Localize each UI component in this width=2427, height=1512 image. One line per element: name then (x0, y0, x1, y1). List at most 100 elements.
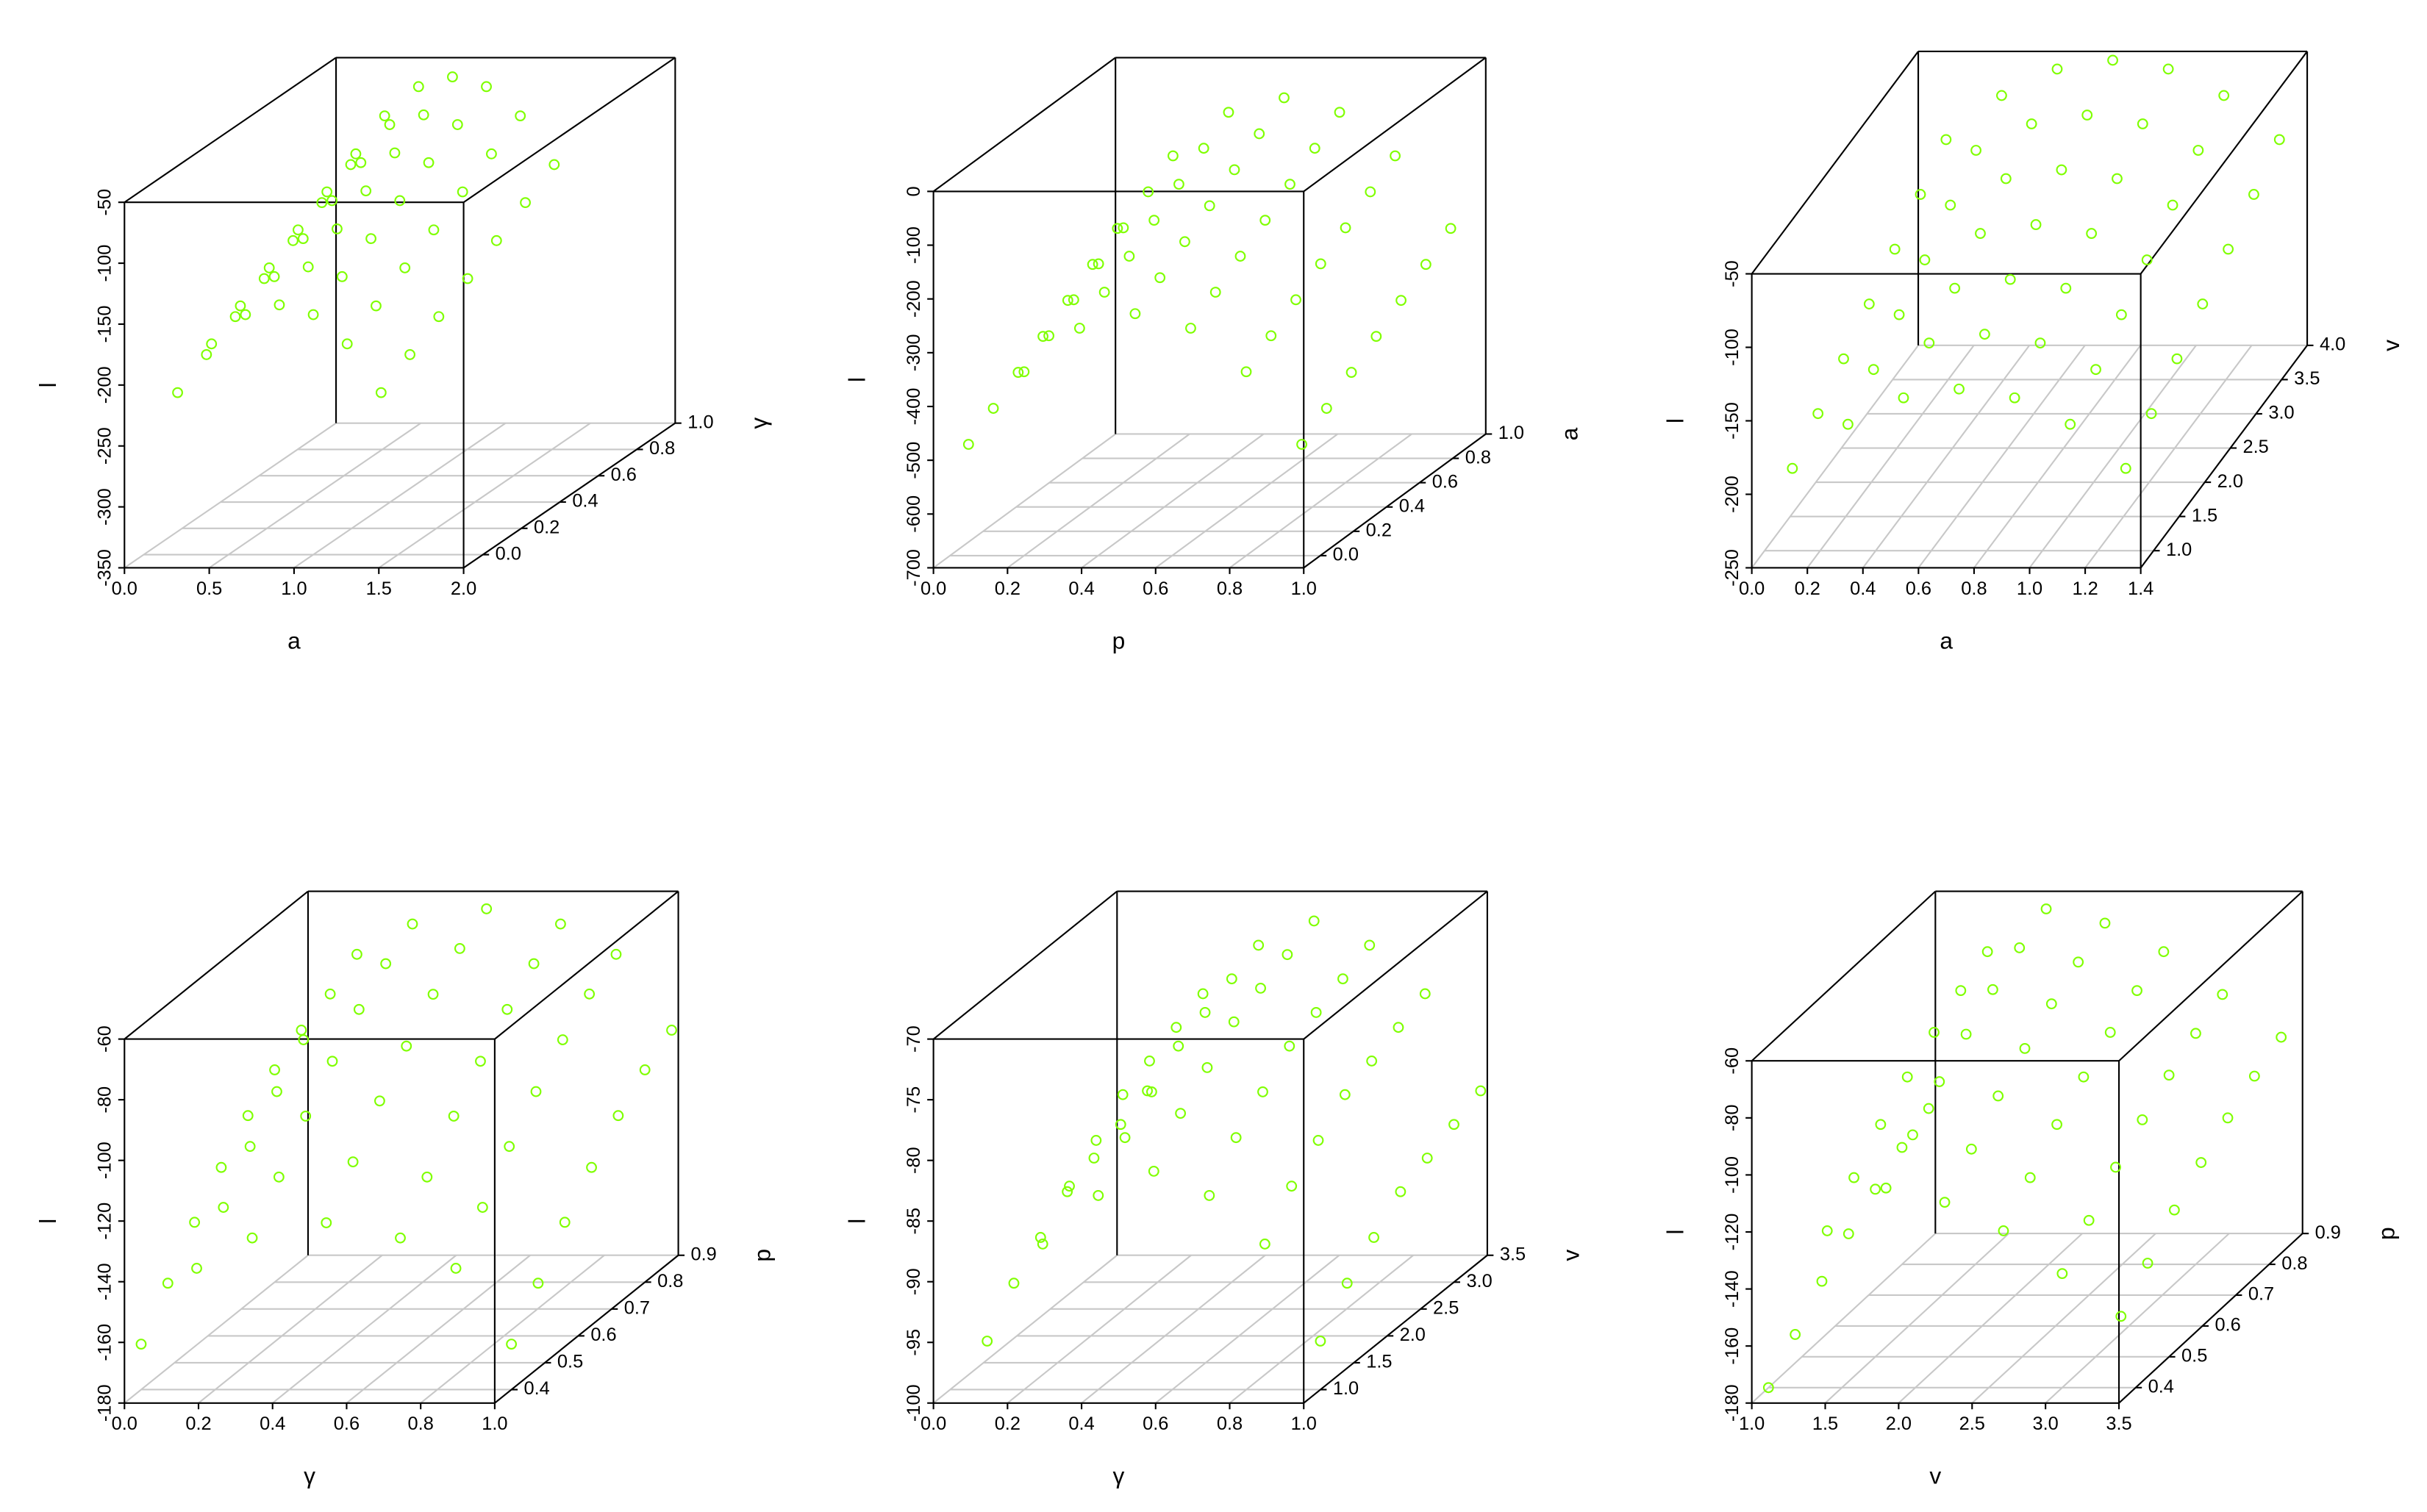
point (1062, 1186, 1073, 1197)
point (1234, 251, 1246, 262)
point (1870, 1183, 1881, 1195)
y-tick-label: 2.0 (1400, 1325, 1426, 1345)
x-tick-label: 0.8 (408, 1414, 434, 1434)
point (2060, 282, 2072, 294)
y-tick-label: 0.5 (2181, 1346, 2207, 1366)
point (1979, 329, 1990, 340)
point (2168, 1204, 2180, 1216)
z-tick-label: -100 (1722, 1156, 1742, 1194)
point (229, 311, 241, 323)
point (1144, 1056, 1155, 1067)
x-tick-label: 1.0 (1291, 578, 1317, 599)
point (336, 270, 348, 282)
point (412, 81, 424, 93)
point (2107, 54, 2118, 66)
y-tick-label: 3.0 (1466, 1271, 1492, 1291)
x-tick-label: 0.2 (185, 1414, 211, 1434)
box-edge (1303, 1254, 1488, 1404)
point (1257, 1086, 1268, 1097)
point (1419, 988, 1431, 1000)
point (1090, 1135, 1102, 1146)
point (1123, 251, 1135, 262)
x-tick-label: 0.6 (334, 1414, 360, 1434)
point (450, 1263, 462, 1274)
point (481, 903, 493, 914)
z-tick-label: -100 (904, 1384, 924, 1422)
y-axis-label: γ (746, 418, 772, 429)
point (1286, 1180, 1298, 1192)
z-tick-label: -85 (904, 1208, 924, 1235)
point (427, 989, 439, 1000)
point (1223, 107, 1234, 118)
x-tick-label: 1.0 (281, 578, 307, 599)
point (2223, 243, 2234, 255)
point (240, 309, 251, 320)
y-tick-label: 1.0 (1333, 1378, 1359, 1399)
point (1088, 1153, 1100, 1164)
floor-grid-line (272, 1254, 457, 1404)
z-tick-label: -60 (1722, 1047, 1742, 1075)
z-axis-label: l (1662, 418, 1688, 423)
y-tick-label: 2.5 (2242, 437, 2268, 457)
point (273, 1171, 285, 1183)
point (639, 1064, 651, 1075)
box-edge (1303, 57, 1487, 193)
y-tick-label: 0.7 (2248, 1284, 2274, 1305)
point (2195, 1157, 2207, 1168)
point (300, 1111, 312, 1122)
point (1848, 1172, 1859, 1183)
plot-panel: 0.0 0.2 0.4 0.6 0.8 1.0 -180 -160 -140 -120 -100 -8… (35, 890, 775, 1489)
point (1960, 1028, 1972, 1040)
floor-grid-line (1751, 1233, 1937, 1404)
point (490, 234, 502, 246)
point (351, 948, 362, 960)
point (1812, 408, 1824, 420)
point (1198, 143, 1209, 154)
y-tick-label: 0.6 (611, 465, 637, 485)
point (1310, 1007, 1322, 1018)
x-tick-label: 3.5 (2106, 1414, 2131, 1434)
point (2110, 1161, 2121, 1173)
point (1901, 1071, 1913, 1083)
point (1229, 164, 1240, 176)
y-tick-label: 0.4 (2148, 1377, 2174, 1397)
point (1945, 199, 1956, 211)
point (1228, 1016, 1240, 1028)
floor-grid-line (1081, 433, 1265, 569)
y-axis-label: a (1556, 427, 1583, 440)
x-tick-label: 0.0 (1739, 578, 1765, 599)
point (1842, 1228, 1854, 1239)
point (1898, 392, 1909, 404)
z-tick-label: -100 (95, 1142, 115, 1179)
point (2090, 364, 2101, 376)
point (2162, 63, 2174, 75)
point (395, 1232, 406, 1244)
z-tick-label: -140 (95, 1263, 115, 1300)
point (1118, 222, 1129, 234)
z-tick-label: -120 (95, 1203, 115, 1240)
point (557, 1034, 568, 1045)
point (302, 261, 314, 273)
y-tick-label: 0.8 (1465, 447, 1491, 467)
point (1965, 1143, 1977, 1155)
point (374, 1095, 385, 1107)
point (321, 1217, 332, 1228)
box-edge (932, 57, 1116, 193)
point (1867, 364, 1879, 376)
point (1315, 258, 1326, 270)
y-tick-label: 0.4 (572, 491, 598, 512)
point (1168, 150, 1179, 162)
point (1259, 1239, 1270, 1250)
floor-grid-line (932, 433, 1116, 569)
floor-grid-line (1155, 433, 1338, 569)
z-tick-label: -100 (1722, 329, 1742, 366)
box-edge (462, 57, 676, 204)
y-tick-label: 0.8 (2281, 1253, 2307, 1274)
y-axis-label: p (748, 1249, 775, 1262)
point (1173, 179, 1184, 190)
point (1062, 295, 1073, 307)
box-edge (1751, 890, 1937, 1062)
point (1893, 309, 1905, 320)
plot-panel: 0.0 0.2 0.4 0.6 0.8 1.0 1.2 1.4 -250 -200 -150 -100… (1662, 50, 2404, 653)
